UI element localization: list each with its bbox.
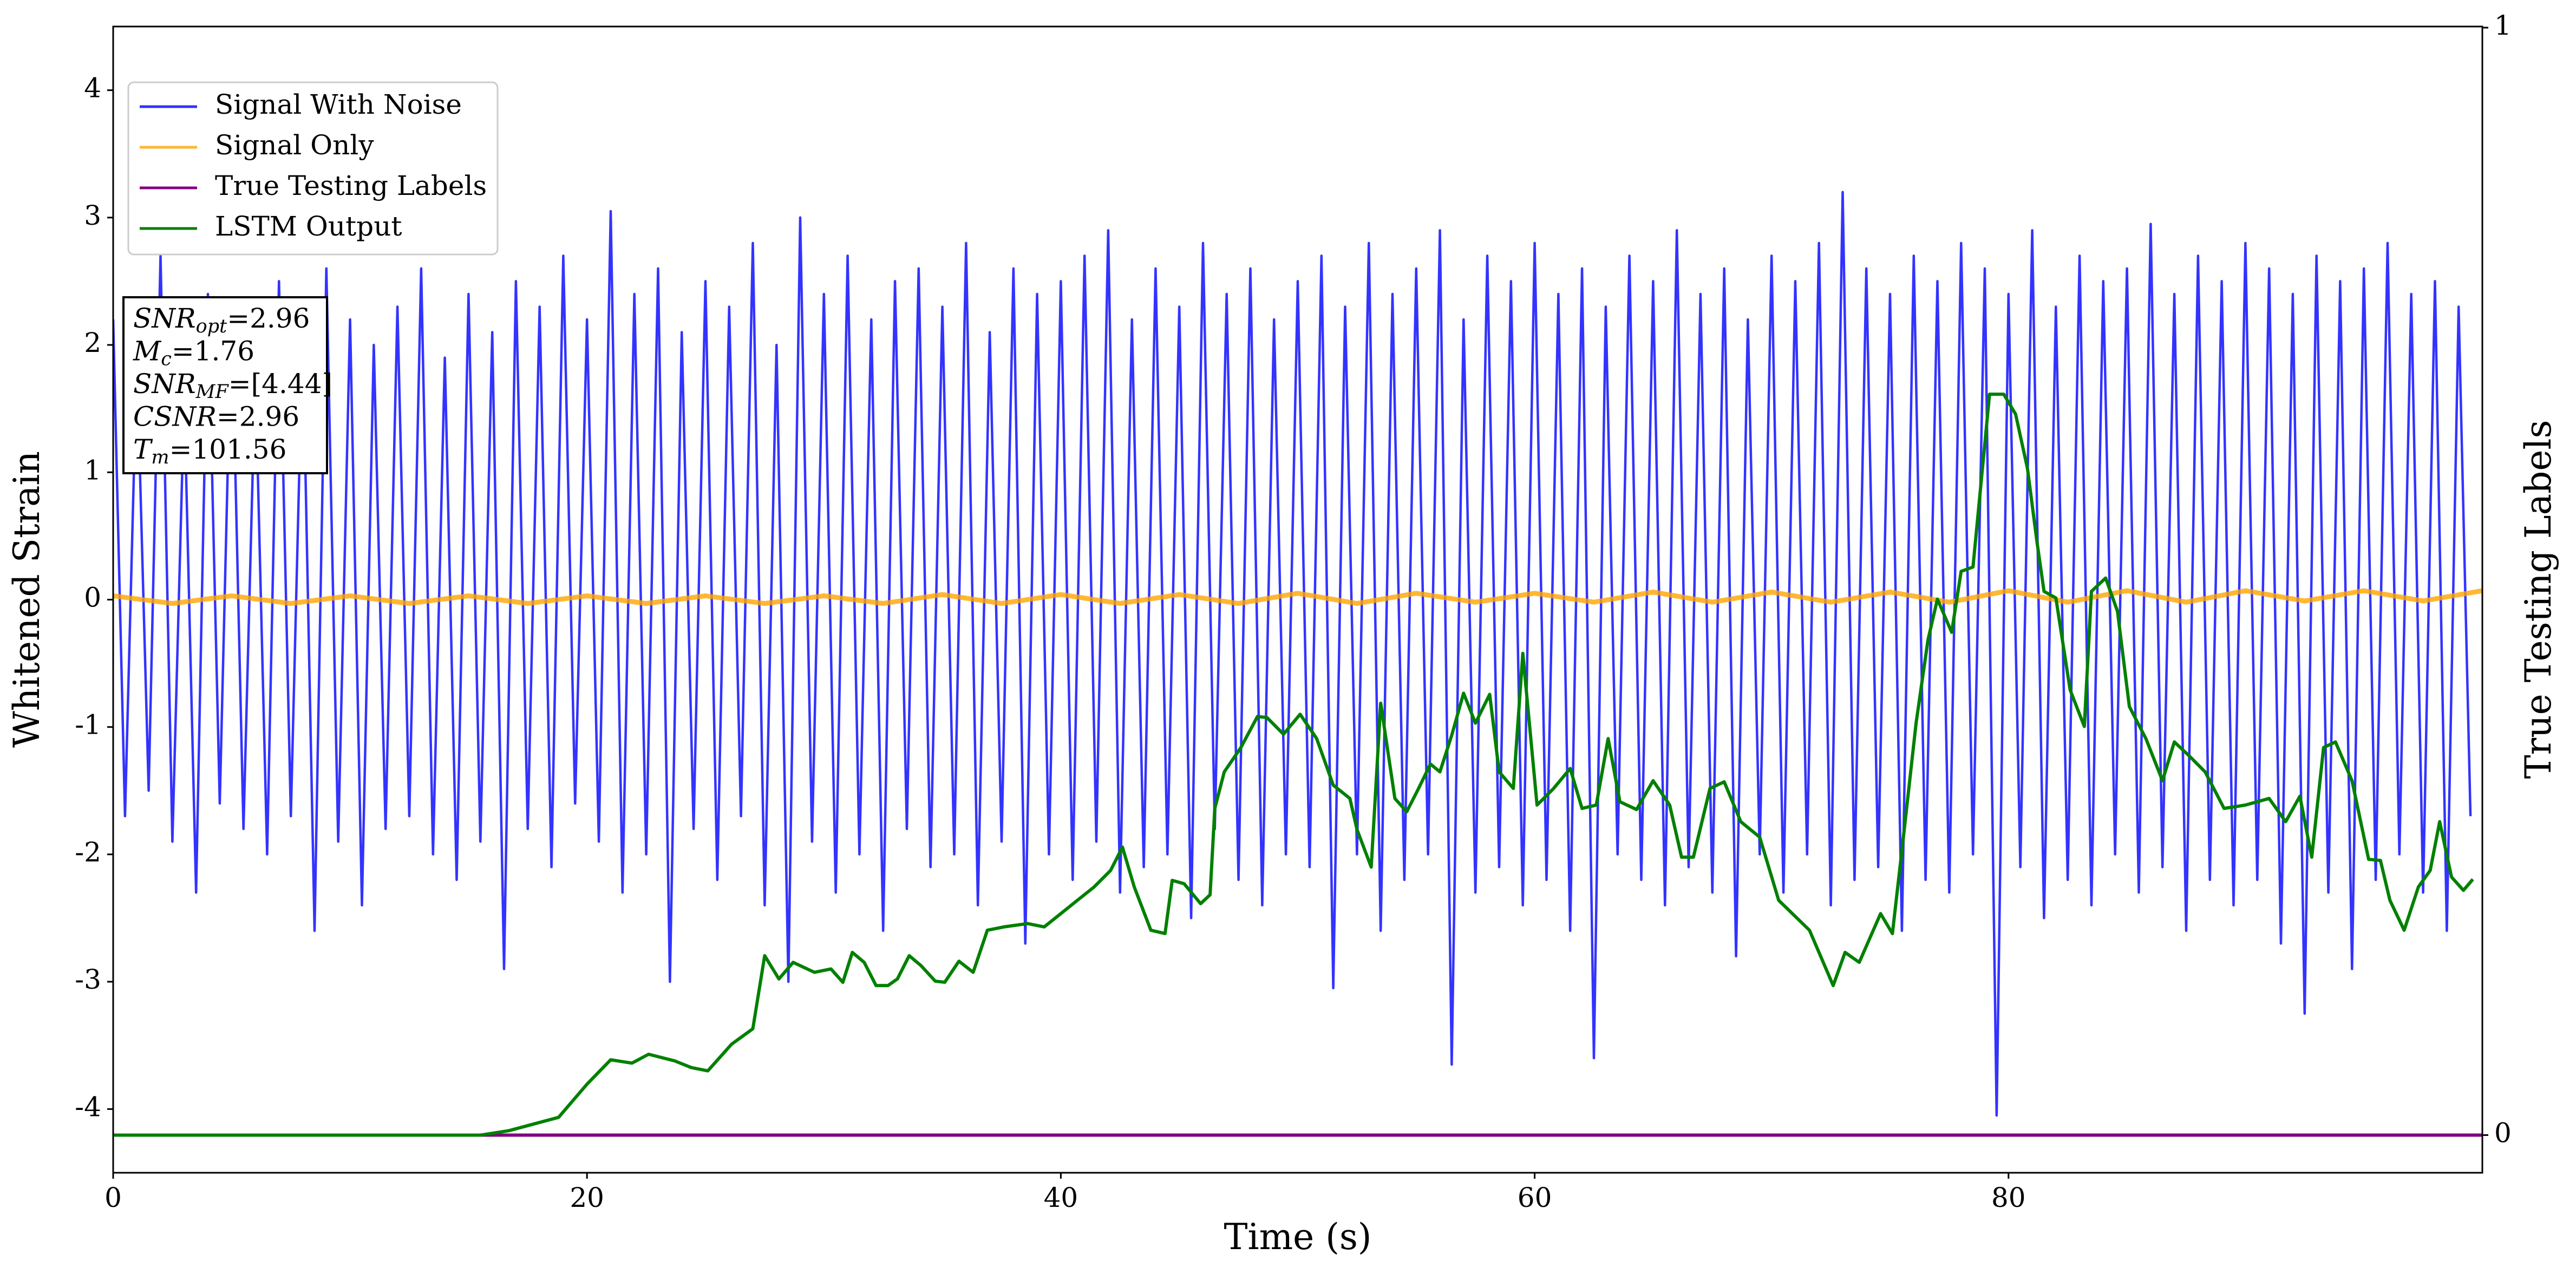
y-tick-label: 3 xyxy=(84,200,101,231)
legend-box xyxy=(127,81,499,256)
annotation-subscript: m xyxy=(151,447,169,468)
annotation-value: =1.76 xyxy=(172,336,254,367)
annotation: SNRopt=2.96Mc=1.76SNRMF=[4.44]CSNR=2.96T… xyxy=(122,296,332,474)
annotation-symbol: CSNR xyxy=(133,401,217,433)
y-tick-label: -1 xyxy=(75,709,101,741)
y2-tick-label: 0 xyxy=(2494,1117,2512,1148)
legend-label: LSTM Output xyxy=(215,211,402,242)
series-line xyxy=(113,191,2472,1117)
x-tick-label: 40 xyxy=(1044,1182,1078,1213)
legend-label: True Testing Labels xyxy=(215,170,487,201)
x-tick-label: 20 xyxy=(570,1182,604,1213)
plot-area xyxy=(113,191,2482,1137)
y2-tick-label: 1 xyxy=(2494,10,2512,41)
annotation-line: CSNR=2.96 xyxy=(133,401,299,433)
x-axis-label: Time (s) xyxy=(1224,1216,1371,1258)
annotation-value: =101.56 xyxy=(169,434,287,465)
annotation-symbol: SNR xyxy=(133,303,196,334)
y-tick-label: -3 xyxy=(75,964,101,995)
y-tick-label: 2 xyxy=(84,327,101,358)
x-tick-label: 60 xyxy=(1518,1182,1552,1213)
annotation-subscript: opt xyxy=(196,316,227,337)
annotation-value: =2.96 xyxy=(217,401,299,433)
y-tick-label: 0 xyxy=(84,582,101,613)
y-tick-label: 1 xyxy=(84,454,101,486)
annotation-symbol: M xyxy=(133,336,162,367)
annotation-box xyxy=(122,296,328,474)
y-tick-label: -2 xyxy=(75,837,101,868)
annotation-symbol: SNR xyxy=(133,368,196,400)
legend: Signal With Noise Signal Only True Testing… xyxy=(127,81,499,256)
y2-axis-label: True Testing Labels xyxy=(2518,420,2559,779)
annotation-line: Mc=1.76 xyxy=(133,336,254,370)
x-tick-label: 80 xyxy=(1991,1182,2026,1213)
annotation-line: SNRopt=2.96 xyxy=(133,303,310,337)
y-axis-label: Whitened Strain xyxy=(6,451,48,748)
annotation-subscript: c xyxy=(161,348,172,370)
annotation-line: SNRMF=[4.44] xyxy=(133,368,332,403)
annotation-value: =2.96 xyxy=(227,303,310,334)
y-tick-label: -4 xyxy=(75,1091,101,1122)
series-line xyxy=(113,588,2482,606)
annotation-value: =[4.44] xyxy=(228,368,332,400)
annotation-line: Tm=101.56 xyxy=(133,434,286,468)
legend-label: Signal With Noise xyxy=(215,89,462,120)
x-tick-label: 0 xyxy=(104,1182,122,1213)
series-line xyxy=(113,393,2474,1137)
annotation-subscript: MF xyxy=(195,381,230,403)
y-tick-label: 4 xyxy=(84,73,101,104)
annotation-symbol: T xyxy=(133,434,153,465)
legend-label: Signal Only xyxy=(215,129,374,161)
